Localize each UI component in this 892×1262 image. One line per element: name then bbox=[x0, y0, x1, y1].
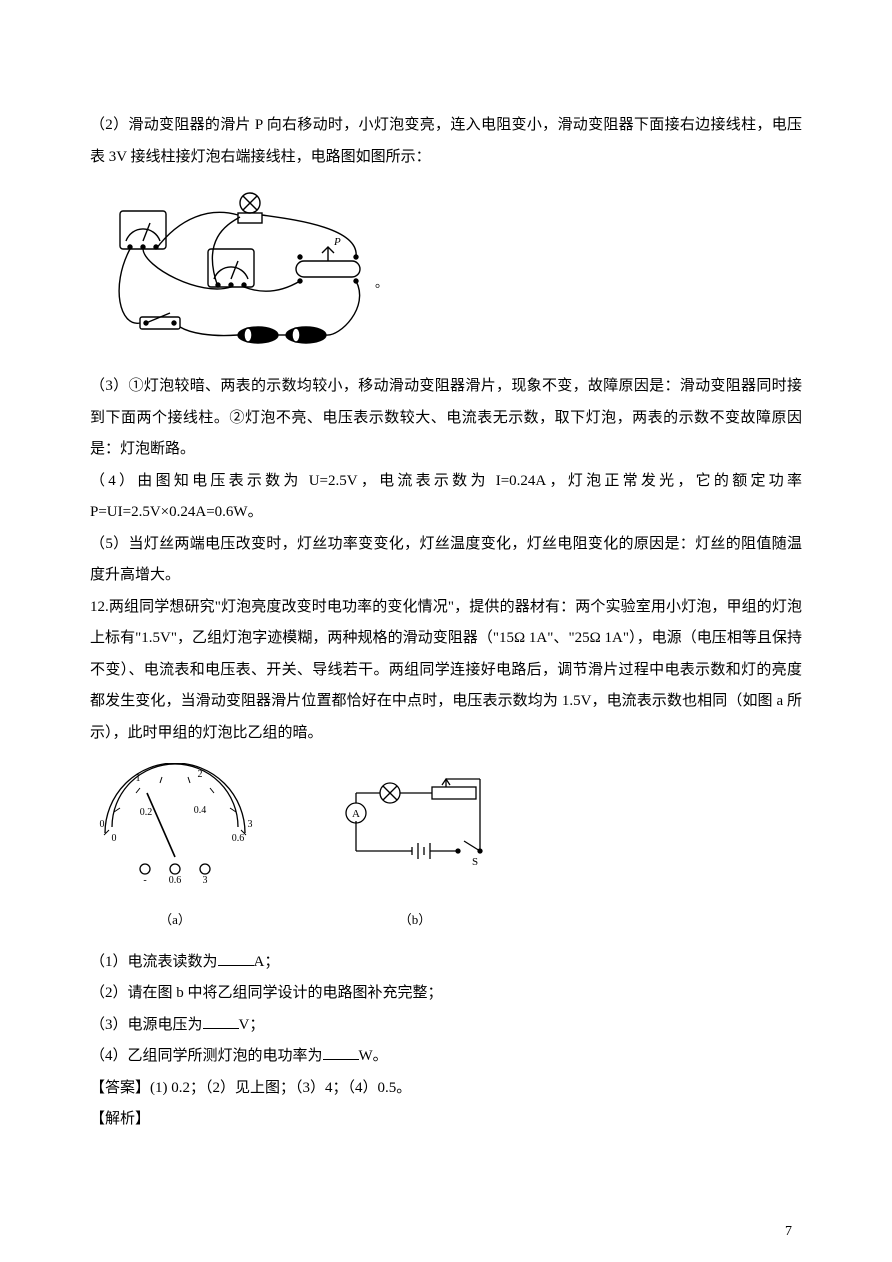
paragraph-4: （4）由图知电压表示数为 U=2.5V，电流表示数为 I=0.24A，灯泡正常发… bbox=[90, 466, 802, 529]
paragraph-12: 12.两组同学想研究"灯泡亮度改变时电功率的变化情况"，提供的器材有：两个实验室… bbox=[90, 592, 802, 750]
circuit-diagram-1: P bbox=[90, 187, 802, 357]
paragraph-3: （3）①灯泡较暗、两表的示数均较小，移动滑动变阻器滑片，现象不变，故障原因是：滑… bbox=[90, 371, 802, 466]
figure-row: 0 1 2 3 0 0.2 0.4 0.6 - 0.6 3 （a） bbox=[90, 763, 802, 933]
svg-text:3: 3 bbox=[203, 875, 208, 886]
svg-text:2: 2 bbox=[198, 769, 203, 780]
svg-text:P: P bbox=[333, 236, 341, 248]
figure-a: 0 1 2 3 0 0.2 0.4 0.6 - 0.6 3 （a） bbox=[90, 763, 260, 933]
caption-a: （a） bbox=[90, 906, 260, 933]
answer-line: 【答案】(1) 0.2；（2）见上图；（3）4；（4）0.5。 bbox=[90, 1073, 802, 1105]
svg-text:0.4: 0.4 bbox=[194, 805, 207, 816]
question-2: （2）请在图 b 中将乙组同学设计的电路图补充完整； bbox=[90, 978, 802, 1010]
svg-text:。: 。 bbox=[375, 275, 388, 290]
caption-b: （b） bbox=[320, 906, 510, 933]
svg-text:0.6: 0.6 bbox=[169, 875, 182, 886]
svg-text:0: 0 bbox=[100, 819, 105, 830]
paragraph-5: （5）当灯丝两端电压改变时，灯丝功率变变化，灯丝温度变化，灯丝电阻变化的原因是：… bbox=[90, 529, 802, 592]
jiexi-label: 【解析】 bbox=[90, 1104, 802, 1136]
question-4: （4）乙组同学所测灯泡的电功率为W。 bbox=[90, 1041, 802, 1073]
paragraph-2: （2）滑动变阻器的滑片 P 向右移动时，小灯泡变亮，连入电阻变小，滑动变阻器下面… bbox=[90, 110, 802, 173]
svg-text:1: 1 bbox=[136, 773, 141, 784]
svg-text:0.6: 0.6 bbox=[232, 833, 245, 844]
svg-text:0.2: 0.2 bbox=[140, 807, 153, 818]
svg-text:S: S bbox=[472, 856, 478, 868]
svg-text:A: A bbox=[352, 808, 360, 820]
svg-text:3: 3 bbox=[248, 819, 253, 830]
question-3: （3）电源电压为V； bbox=[90, 1010, 802, 1042]
figure-b: A S （b） bbox=[320, 773, 510, 933]
page-number: 7 bbox=[785, 1224, 792, 1240]
svg-text:0: 0 bbox=[112, 833, 117, 844]
svg-text:-: - bbox=[143, 875, 146, 886]
question-1: （1）电流表读数为A； bbox=[90, 947, 802, 979]
